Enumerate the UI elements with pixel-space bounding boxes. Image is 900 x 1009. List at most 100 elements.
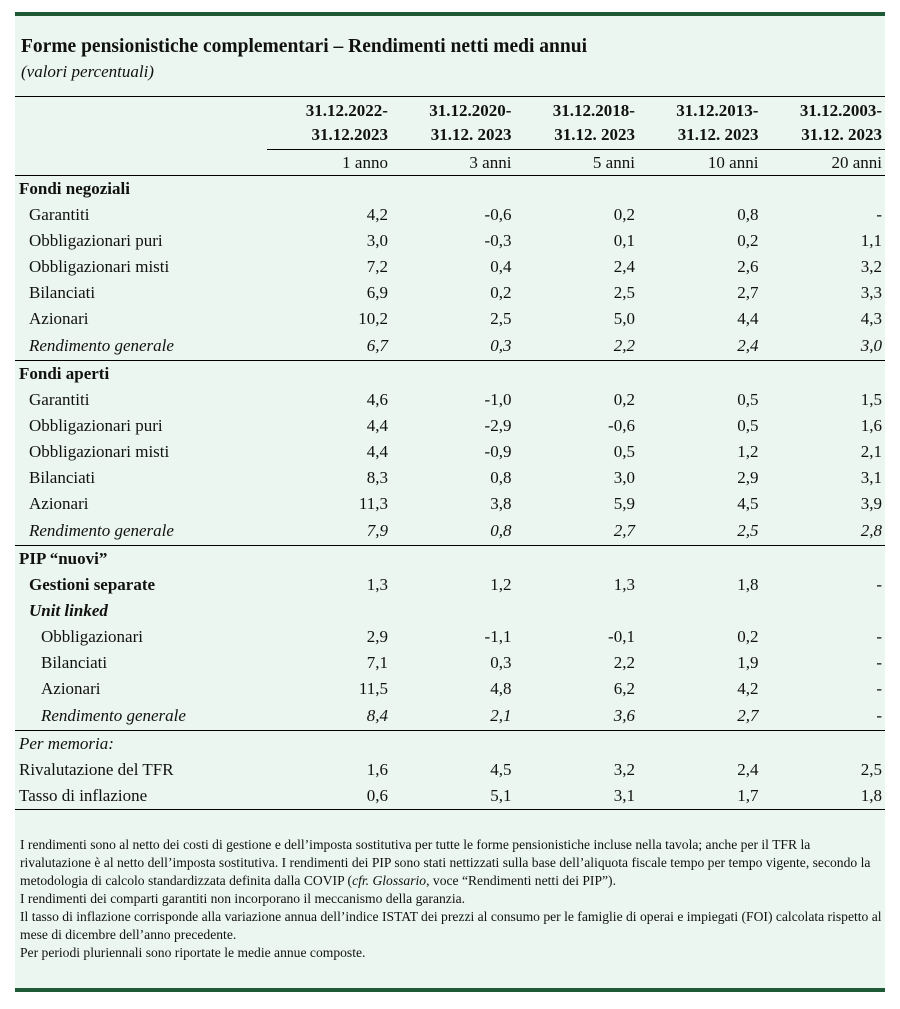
cell-value: 0,2	[737, 627, 759, 646]
data-row: Bilanciati 6,9 0,2 2,5 2,7 3,3	[15, 280, 885, 306]
data-row: Rendimento generale 8,4 2,1 3,6 2,7-	[15, 702, 885, 731]
title: Forme pensionistiche complementari – Ren…	[21, 36, 588, 57]
cell-value: 4,5	[490, 760, 512, 779]
cell-value: 5,1	[390, 783, 515, 810]
cell-value: 2,8	[761, 517, 885, 546]
row-label: Obbligazionari misti	[29, 442, 170, 461]
horizon: 1 anno	[267, 149, 391, 176]
cell-value: 4,4	[366, 442, 388, 461]
cell-value: 7,2	[366, 257, 388, 276]
units-row: 1 anno 3 anni 5 anni 10 anni 20 anni	[15, 149, 885, 176]
column-header: 31.12.2022- 31.12.2023	[267, 96, 391, 150]
cell-value: 3,0	[761, 332, 885, 361]
cell-value: -0,6	[608, 416, 635, 435]
cell-value: -0,6	[484, 205, 512, 224]
cell-value: 2,2	[613, 653, 635, 672]
data-row: Rendimento generale 7,9 0,8 2,7 2,5 2,8	[15, 517, 885, 546]
period: 31.12.2003-	[799, 101, 882, 120]
cell-value: -1,1	[484, 627, 512, 646]
note-text: , voce “Rendimenti netti dei PIP”).	[426, 873, 616, 888]
corner	[15, 149, 268, 176]
cell-value: -	[876, 575, 882, 594]
section-title-row: PIP “nuovi”	[15, 546, 885, 573]
period: 31.12.2023	[311, 125, 388, 144]
cell-value: 5,0	[613, 309, 635, 328]
cell-value: 3,9	[860, 494, 882, 513]
cell-value: -0,1	[608, 627, 635, 646]
cell-value: 0,3	[390, 332, 515, 361]
cell-value: 1,1	[860, 231, 882, 250]
section-title-row: Per memoria:	[15, 731, 885, 758]
section-title: Fondi negoziali	[19, 179, 130, 198]
cell-value: -	[876, 653, 882, 672]
horizon: 3 anni	[390, 149, 515, 176]
cell-value: 6,9	[366, 283, 388, 302]
cell-value: 4,4	[737, 309, 759, 328]
data-row: Tasso di inflazione 0,6 5,1 3,1 1,7 1,8	[15, 783, 885, 810]
cell-value: 0,5	[613, 442, 635, 461]
data-row: Bilanciati 7,1 0,3 2,2 1,9 -	[15, 650, 885, 676]
cell-value: 0,5	[737, 390, 759, 409]
cell-value: 8,4	[267, 702, 391, 731]
note: Il tasso di inflazione corrisponde alla …	[20, 908, 882, 944]
row-label: Azionari	[41, 679, 101, 698]
cell-value: -	[761, 702, 885, 731]
cell-value: 3,2	[613, 760, 635, 779]
cell-value: 2,5	[613, 283, 635, 302]
column-header: 31.12.2018- 31.12. 2023	[514, 96, 638, 150]
cell-value: 2,5	[490, 309, 512, 328]
cell-value: 1,7	[637, 783, 762, 810]
cell-value: -1,0	[484, 390, 512, 409]
cell-value: 4,2	[366, 205, 388, 224]
header-row: 31.12.2022- 31.12.2023 31.12.2020- 31.12. 2…	[15, 96, 885, 150]
horizon: 20 anni	[761, 149, 885, 176]
period: 31.12.2022-	[305, 101, 388, 120]
cell-value: 0,8	[737, 205, 759, 224]
row-label: Tasso di inflazione	[15, 783, 268, 810]
row-label: Rendimento generale	[15, 702, 268, 731]
column-header: 31.12.2003- 31.12. 2023	[761, 96, 885, 150]
data-row: Azionari 11,3 3,8 5,9 4,5 3,9	[15, 491, 885, 517]
cell-value: 3,0	[366, 231, 388, 250]
cell-value: 0,4	[490, 257, 512, 276]
cell-value: 2,9	[737, 468, 759, 487]
cell-value: 1,6	[860, 416, 882, 435]
cell-value: 0,2	[613, 390, 635, 409]
cell-value: 4,4	[366, 416, 388, 435]
cell-value: 0,5	[737, 416, 759, 435]
row-label: Rivalutazione del TFR	[19, 760, 174, 779]
cell-value: 0,3	[490, 653, 512, 672]
cell-value: 4,3	[860, 309, 882, 328]
cell-value: -	[876, 627, 882, 646]
horizon: 10 anni	[637, 149, 762, 176]
note-text: I rendimenti dei comparti garantiti non …	[20, 891, 466, 906]
data-row: Rivalutazione del TFR 1,6 4,5 3,2 2,4 2,5	[15, 757, 885, 783]
cell-value: 2,5	[637, 517, 762, 546]
table-panel: Forme pensionistiche complementari – Ren…	[15, 12, 885, 992]
row-label: Obbligazionari	[41, 627, 143, 646]
row-label: Rendimento generale	[15, 332, 268, 361]
data-row: Obbligazionari puri 4,4 -2,9 -0,6 0,5 1,6	[15, 413, 885, 439]
row-label: Obbligazionari puri	[29, 231, 163, 250]
cell-value: 8,3	[366, 468, 388, 487]
cell-value: 2,7	[637, 702, 762, 731]
cell-value: 1,5	[860, 390, 882, 409]
row-label: Azionari	[29, 309, 89, 328]
cell-value: 1,8	[737, 575, 759, 594]
section-title-row: Fondi negoziali	[15, 176, 885, 203]
cell-value: 3,0	[613, 468, 635, 487]
horizon: 5 anni	[514, 149, 638, 176]
row-label: Bilanciati	[29, 283, 96, 302]
cell-value: 10,2	[358, 309, 388, 328]
cell-value: 2,4	[737, 760, 759, 779]
data-row: Gestioni separate 1,3 1,2 1,3 1,8 -	[15, 572, 885, 598]
column-header: 31.12.2020- 31.12. 2023	[390, 96, 515, 150]
period: 31.12.2013-	[676, 101, 759, 120]
column-header: 31.12.2013- 31.12. 2023	[637, 96, 762, 150]
row-label: Bilanciati	[29, 468, 96, 487]
data-row: Obbligazionari 2,9 -1,1 -0,1 0,2 -	[15, 624, 885, 650]
cell-value: 0,6	[267, 783, 391, 810]
cell-value: 1,6	[366, 760, 388, 779]
cell-value: 4,6	[366, 390, 388, 409]
note-text: Il tasso di inflazione corrisponde alla …	[20, 909, 882, 942]
